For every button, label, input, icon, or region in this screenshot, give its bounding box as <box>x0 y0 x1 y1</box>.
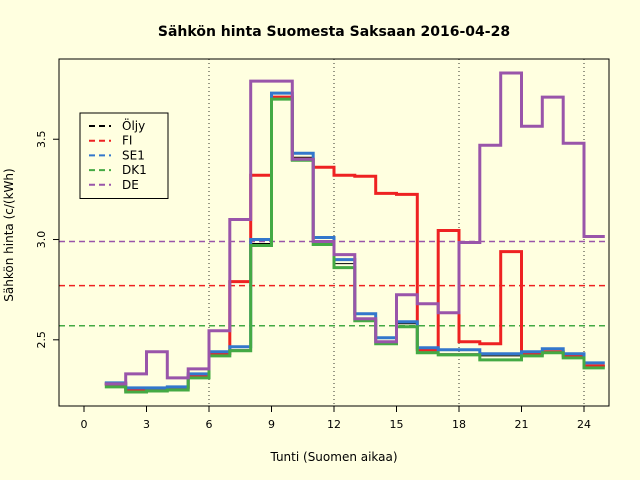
x-tick-label: 3 <box>143 418 150 431</box>
legend-label-fi: FI <box>122 134 132 148</box>
x-tick-label: 6 <box>206 418 213 431</box>
y-tick-label: 2.5 <box>35 331 48 349</box>
x-tick-label: 15 <box>390 418 404 431</box>
x-tick-label: 0 <box>81 418 88 431</box>
series-lines <box>104 71 605 394</box>
chart-title: Sähkön hinta Suomesta Saksaan 2016-04-28 <box>158 24 510 40</box>
series-line-fi <box>104 95 605 392</box>
x-tick-label: 21 <box>515 418 529 431</box>
x-axis-label: Tunti (Suomen aikaa) <box>269 450 397 464</box>
x-tick-label: 9 <box>268 418 275 431</box>
series-line-ljy <box>104 96 605 391</box>
legend-label-de: DE <box>122 178 139 192</box>
series-line-dk1 <box>104 97 605 394</box>
y-axis-label: Sähkön hinta (c/(kWh) <box>2 168 16 301</box>
y-tick-label: 3.0 <box>35 231 48 249</box>
series-line-de <box>104 71 605 386</box>
x-tick-label: 18 <box>452 418 466 431</box>
legend-label-se1: SE1 <box>122 148 145 162</box>
x-tick-label: 12 <box>327 418 341 431</box>
y-tick-label: 3.5 <box>35 130 48 148</box>
x-axis: 0 3 6 9 12 15 18 21 24 <box>81 405 591 431</box>
y-axis: 2.5 3.0 3.5 <box>35 130 60 349</box>
legend-label-ljy: Öljy <box>122 117 145 133</box>
series-line-se1 <box>104 91 605 390</box>
x-tick-label: 24 <box>577 418 591 431</box>
legend-label-dk1: DK1 <box>122 163 147 177</box>
